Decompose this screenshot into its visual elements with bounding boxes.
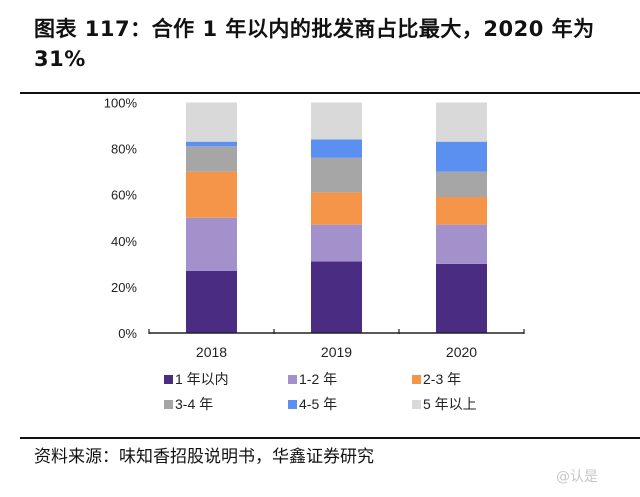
bar-segment — [186, 102, 237, 142]
legend-swatch — [288, 375, 297, 384]
legend-swatch — [412, 375, 421, 384]
y-tick-label: 40% — [111, 234, 137, 249]
legend-swatch — [412, 400, 421, 409]
bar-segment — [311, 192, 362, 225]
bar-segment — [186, 217, 237, 271]
y-tick-label: 0% — [118, 326, 137, 341]
legend-label: 2-3 年 — [423, 371, 461, 387]
y-axis: 0% 20% 40% 60% 80% 100% — [104, 96, 138, 342]
legend-label: 1 年以内 — [175, 371, 229, 387]
figure-title: 图表 117：合作 1 年以内的批发商占比最大，2020 年为 31% — [34, 17, 595, 71]
source-note: 资料来源：味知香招股说明书，华鑫证券研究 — [34, 447, 374, 467]
x-tick-label: 2018 — [196, 344, 227, 360]
legend-label: 1-2 年 — [299, 371, 337, 387]
x-tick-label: 2020 — [446, 344, 477, 360]
legend-swatch — [288, 400, 297, 409]
bar-segment — [311, 102, 362, 140]
y-tick-label: 60% — [111, 188, 137, 203]
legend-label: 4-5 年 — [299, 396, 337, 412]
top-rule — [20, 92, 640, 94]
bar-segment — [186, 141, 237, 147]
bottom-rule — [20, 437, 640, 439]
bars — [186, 102, 487, 333]
bar-segment — [436, 224, 487, 264]
bar-segment — [436, 263, 487, 333]
bar-segment — [311, 139, 362, 158]
y-tick-label: 80% — [111, 142, 137, 157]
x-axis: 2018 2019 2020 — [148, 329, 525, 360]
bar-segment — [311, 157, 362, 193]
legend: 1 年以内 1-2 年 2-3 年 3-4 年 4-5 年 5 年以上 — [164, 371, 477, 412]
stacked-bar-chart: 0% 20% 40% 60% 80% 100% 2018 2019 2020 1 年以内 1-2… — [104, 96, 525, 412]
bar-segment — [311, 224, 362, 262]
watermark: @认是 — [556, 469, 598, 485]
bar-segment — [436, 197, 487, 225]
bar-segment — [311, 261, 362, 333]
bar-segment — [436, 102, 487, 142]
bar-segment — [436, 171, 487, 198]
bar-segment — [436, 141, 487, 172]
legend-swatch — [164, 400, 173, 409]
y-tick-label: 20% — [111, 280, 137, 295]
x-tick-label: 2019 — [321, 344, 352, 360]
y-tick-label: 100% — [104, 96, 138, 111]
bar-segment — [186, 146, 237, 172]
legend-label: 5 年以上 — [423, 396, 477, 412]
bar-segment — [186, 270, 237, 333]
legend-label: 3-4 年 — [175, 396, 213, 412]
bar-segment — [186, 171, 237, 218]
legend-swatch — [164, 375, 173, 384]
